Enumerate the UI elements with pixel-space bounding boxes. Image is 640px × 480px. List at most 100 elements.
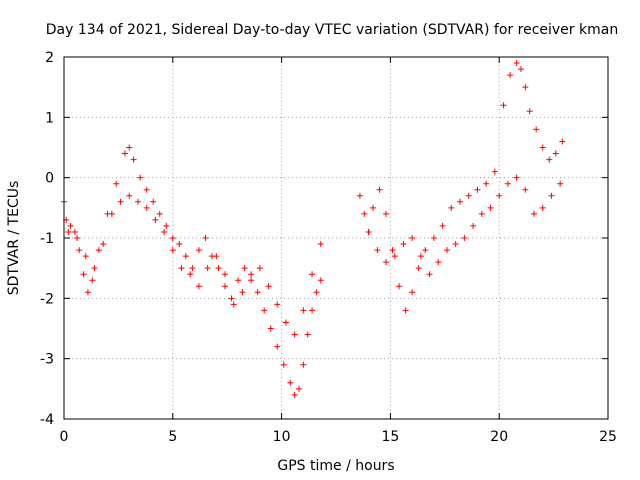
data-point (137, 174, 144, 181)
chart-title: Day 134 of 2021, Sidereal Day-to-day VTE… (46, 22, 618, 38)
data-point (402, 307, 409, 314)
y-tick-label: -3 (40, 352, 54, 368)
data-point (202, 235, 209, 241)
data-point (559, 138, 566, 145)
tick-layer: 0 5 10 15 20 25 -4 -3 -2 -1 0 1 2 (40, 50, 617, 445)
data-point (261, 307, 268, 314)
data-point (80, 271, 87, 278)
data-point (204, 265, 211, 272)
data-point (241, 265, 248, 272)
data-point (548, 192, 555, 199)
data-point (396, 283, 403, 290)
data-point (239, 289, 246, 296)
data-point (296, 385, 303, 392)
data-point (474, 186, 481, 193)
data-point (163, 222, 170, 229)
data-point (300, 361, 307, 368)
data-point (235, 277, 242, 284)
data-point (400, 241, 407, 248)
data-point (539, 144, 546, 151)
data-point (374, 247, 381, 254)
data-point (189, 265, 196, 272)
data-point (195, 283, 202, 290)
data-point (291, 391, 298, 398)
data-point (287, 379, 294, 386)
data-point (504, 180, 511, 187)
data-point (265, 283, 272, 290)
data-point (143, 186, 150, 193)
data-point (383, 210, 390, 217)
data-point (522, 186, 529, 193)
data-point (557, 180, 564, 187)
data-point (274, 301, 281, 308)
data-point (546, 156, 553, 163)
data-point (300, 307, 307, 314)
y-tick-label: 1 (45, 110, 54, 126)
data-point (383, 259, 390, 266)
data-point (309, 271, 316, 278)
data-point (539, 204, 546, 211)
data-point (313, 289, 320, 296)
data-point (71, 228, 78, 235)
data-point (415, 265, 422, 272)
data-point (513, 174, 520, 181)
data-point (256, 265, 263, 272)
data-point (470, 222, 477, 229)
data-point (522, 84, 529, 91)
data-point (130, 156, 137, 163)
data-point (409, 235, 416, 241)
data-point (391, 253, 398, 260)
data-point (500, 102, 507, 109)
data-point (248, 271, 255, 278)
x-tick-label: 25 (599, 429, 617, 445)
data-point (150, 198, 157, 205)
x-axis-label: GPS time / hours (277, 458, 394, 474)
data-point (169, 235, 176, 241)
data-point (274, 343, 281, 350)
data-point (195, 247, 202, 254)
data-point (213, 253, 220, 260)
data-point (435, 259, 442, 266)
data-point (356, 192, 363, 199)
data-point (531, 210, 538, 217)
data-point (91, 265, 98, 272)
data-point (496, 192, 503, 199)
data-point (478, 210, 485, 217)
data-point (487, 204, 494, 211)
data-point (533, 126, 540, 133)
data-point (461, 235, 468, 241)
data-point (67, 222, 74, 229)
data-point (143, 204, 150, 211)
data-point (215, 265, 222, 272)
data-point (76, 247, 83, 254)
data-point (317, 241, 324, 248)
data-point (230, 301, 237, 308)
data-point (82, 253, 89, 260)
data-point (369, 204, 376, 211)
data-point (439, 222, 446, 229)
data-point (517, 66, 524, 73)
y-tick-label: -1 (40, 231, 54, 247)
y-tick-label: -2 (40, 291, 54, 307)
data-point (507, 72, 514, 79)
data-point (248, 277, 255, 284)
data-point (222, 271, 229, 278)
data-point (317, 277, 324, 284)
data-point (365, 228, 372, 235)
data-point (426, 271, 433, 278)
data-point (74, 235, 81, 241)
y-tick-label: 0 (45, 171, 54, 187)
data-point (187, 271, 194, 278)
data-point (178, 265, 185, 272)
data-point (552, 150, 559, 157)
y-tick-label: -4 (40, 412, 54, 428)
data-point (254, 289, 261, 296)
data-point (376, 186, 383, 193)
data-point (452, 241, 459, 248)
data-point (282, 319, 289, 326)
x-tick-label: 15 (381, 429, 399, 445)
x-tick-label: 20 (490, 429, 508, 445)
data-point (280, 361, 287, 368)
data-point (422, 247, 429, 254)
